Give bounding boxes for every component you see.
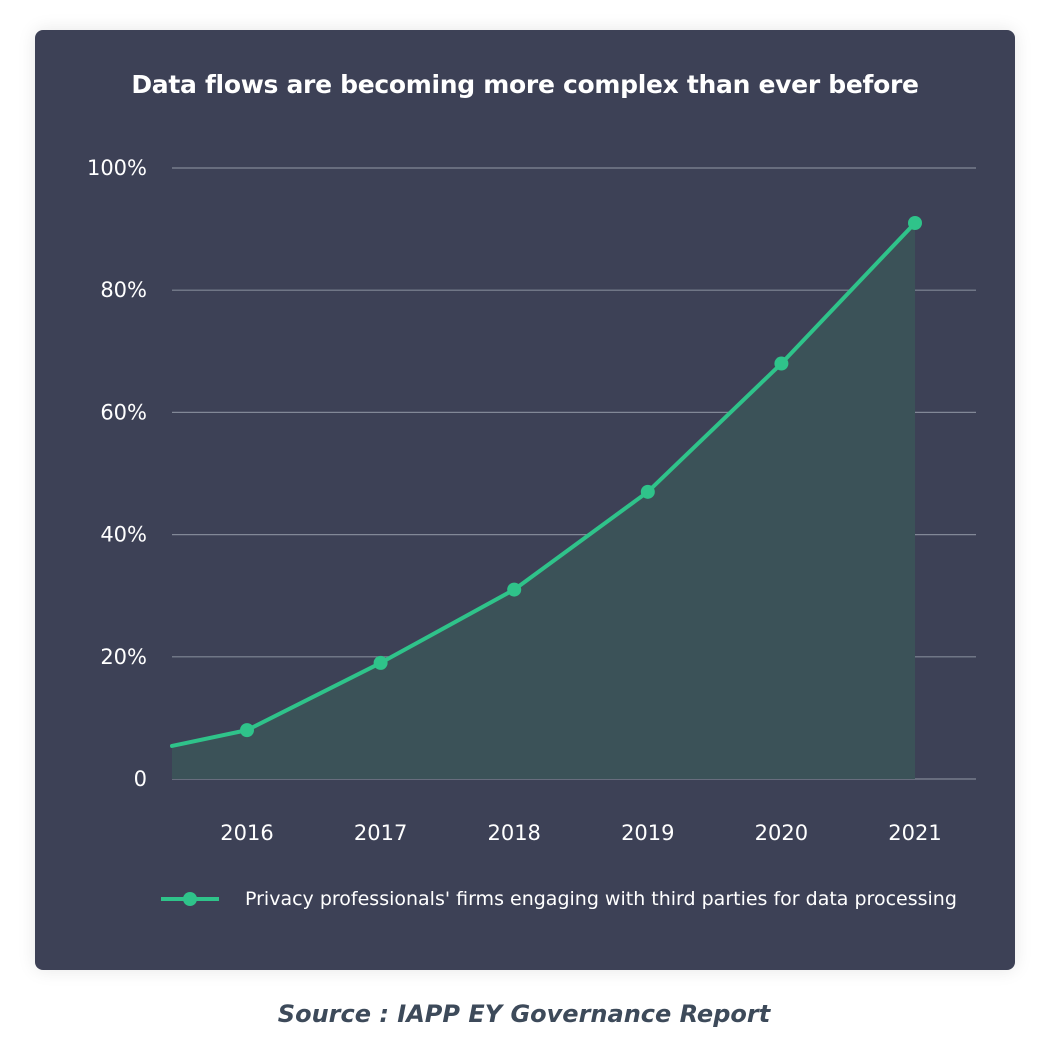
y-tick-label: 0 [134,767,147,791]
y-tick-label: 60% [100,400,147,424]
data-point-2017 [373,655,388,670]
x-tick-label: 2021 [888,821,941,845]
data-point-2020 [774,356,789,371]
x-tick-label: 2020 [755,821,808,845]
area-under-line [172,222,915,780]
legend-swatch [161,884,219,914]
y-tick-label: 100% [87,156,147,180]
data-point-2018 [507,582,522,597]
legend-label: Privacy professionals' firms engaging wi… [245,888,957,910]
y-axis-ticks: 0 20% 40% 60% 80% 100% [87,156,147,791]
x-tick-label: 2017 [354,821,407,845]
y-tick-label: 20% [100,645,147,669]
area-fill [172,222,915,780]
line-chart: 020%40%60%80%100% 2016 2017 2018 2019 2020 20… [87,156,976,845]
y-tick-label: 40% [100,523,147,547]
data-point-2016 [240,723,254,738]
x-tick-label: 2019 [621,821,674,845]
data-point-2019 [640,484,655,499]
y-tick-label: 80% [100,278,147,302]
legend-dot-marker [183,892,197,906]
chart-title: Data flows are becoming more complex tha… [131,70,919,99]
x-axis-ticks: 2016 2017 2018 2019 2020 2021 [220,821,941,845]
source-caption: Source : IAPP EY Governance Report [277,1000,771,1028]
x-tick-label: 2018 [487,821,540,845]
x-tick-label: 2016 [220,821,273,845]
legend: Privacy professionals' firms engaging wi… [161,884,957,914]
data-points [240,215,922,738]
chart-card: Data flows are becoming more complex tha… [35,30,1015,970]
data-point-2021 [908,215,922,230]
